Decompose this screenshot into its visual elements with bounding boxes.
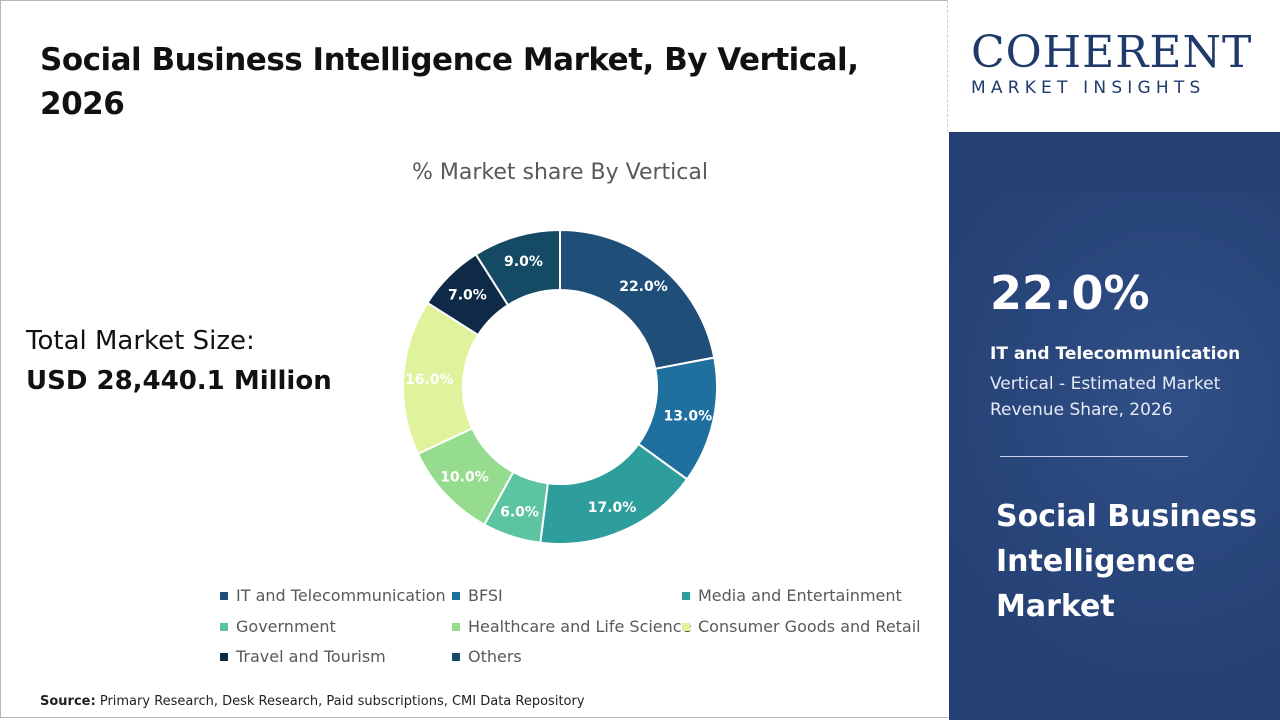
chart-title: Social Business Intelligence Market, By … <box>40 42 859 122</box>
legend-swatch <box>220 652 228 661</box>
legend-label: BFSI <box>468 586 503 605</box>
chart-subtitle: % Market share By Vertical <box>412 160 708 185</box>
highlight-segment: IT and Telecommunication <box>990 344 1241 364</box>
legend-swatch <box>452 591 460 600</box>
legend-item-government: Government <box>220 617 336 636</box>
total-market-size-value: USD 28,440.1 Million <box>26 366 332 396</box>
legend-swatch <box>220 622 228 631</box>
legend-swatch <box>682 591 690 600</box>
data-label-consumer-goods-and-retail: 16.0% <box>405 372 454 388</box>
data-label-healthcare-and-life-science: 10.0% <box>440 470 489 486</box>
divider <box>947 0 948 132</box>
logo: COHERENT MARKET INSIGHTS <box>949 0 1280 132</box>
source-label: Source: <box>40 694 96 709</box>
highlight-panel: 22.0% IT and Telecommunication Vertical … <box>949 132 1280 720</box>
legend-item-travel-and-tourism: Travel and Tourism <box>220 647 386 666</box>
legend-label: Government <box>236 617 336 636</box>
legend-label: Consumer Goods and Retail <box>698 617 921 636</box>
legend-label: Travel and Tourism <box>236 647 386 666</box>
legend-label: IT and Telecommunication <box>236 586 446 605</box>
logo-wordmark: COHERENT <box>971 27 1253 78</box>
chart-frame <box>0 0 948 718</box>
legend-item-it-and-telecommunication: IT and Telecommunication <box>220 586 446 605</box>
total-market-size-label: Total Market Size: <box>26 326 255 356</box>
legend-swatch <box>682 622 690 631</box>
legend-swatch <box>452 652 460 661</box>
legend-label: Others <box>468 647 522 666</box>
highlight-description: Vertical - Estimated Market Revenue Shar… <box>990 374 1221 420</box>
legend-label: Healthcare and Life Science <box>468 617 692 636</box>
legend-item-bfsi: BFSI <box>452 586 503 605</box>
donut-slice-it-and-telecommunication <box>559 228 716 370</box>
data-label-others: 9.0% <box>504 254 543 270</box>
source-text: Primary Research, Desk Research, Paid su… <box>99 694 585 709</box>
data-label-bfsi: 13.0% <box>664 409 713 425</box>
legend-item-others: Others <box>452 647 522 666</box>
panel-background-map <box>949 192 1280 712</box>
chart-legend: IT and Telecommunication BFSI Media and En… <box>220 586 940 676</box>
legend-item-media-and-entertainment: Media and Entertainment <box>682 586 902 605</box>
legend-swatch <box>220 591 228 600</box>
logo-tagline: MARKET INSIGHTS <box>971 78 1206 98</box>
panel-divider <box>1000 456 1188 457</box>
highlight-percent: 22.0% <box>990 266 1150 320</box>
legend-label: Media and Entertainment <box>698 586 902 605</box>
donut-chart: 22.0% 13.0% 17.0% 6.0% 10.0% 16.0% 7.0% 9.0% <box>402 228 718 545</box>
donut-slice-others <box>474 228 561 307</box>
legend-swatch <box>452 622 460 631</box>
market-name: Social Business Intelligence Market <box>996 499 1258 624</box>
data-label-government: 6.0% <box>500 505 539 521</box>
data-label-travel-and-tourism: 7.0% <box>448 287 487 303</box>
legend-item-healthcare-and-life-science: Healthcare and Life Science <box>452 617 691 636</box>
data-label-it-and-telecommunication: 22.0% <box>619 279 668 295</box>
legend-item-consumer-goods-and-retail: Consumer Goods and Retail <box>682 617 921 636</box>
source-note: Source: Primary Research, Desk Research,… <box>40 694 585 709</box>
data-label-media-and-entertainment: 17.0% <box>588 500 637 516</box>
